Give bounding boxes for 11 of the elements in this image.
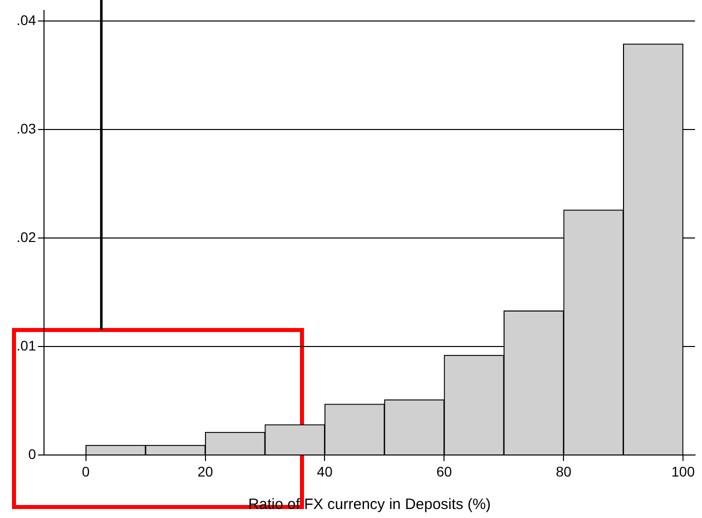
y-tick-label: .02	[16, 228, 36, 245]
x-tick-label: 60	[436, 463, 452, 480]
y-tick-label: .01	[16, 337, 36, 354]
y-tick-label: 0	[28, 446, 36, 462]
x-tick-label: 100	[671, 463, 695, 480]
x-tick-label: 0	[82, 463, 90, 480]
x-tick-label: 40	[316, 463, 333, 480]
y-tick-label: .04	[16, 12, 36, 28]
x-tick-label: 20	[197, 463, 214, 480]
x-tick-label: 80	[556, 463, 572, 480]
y-tick-label: .03	[16, 120, 36, 137]
